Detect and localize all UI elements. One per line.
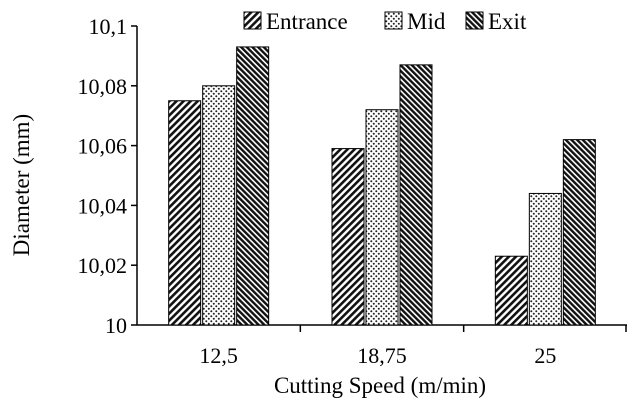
legend-swatch-exit [465, 11, 484, 30]
plot-area: 10 10,02 10,04 10,06 10,08 10,1 12,5 18,75 25 [78, 14, 627, 368]
y-tick-label: 10,02 [78, 253, 128, 278]
bar-entrance-0 [168, 100, 202, 326]
x-tick-label: 25 [534, 343, 556, 368]
x-axis-label: Cutting Speed (m/min) [274, 373, 486, 398]
legend-label-mid: Mid [407, 9, 446, 34]
bar-exit-0 [236, 46, 270, 326]
legend-swatch-mid [384, 11, 403, 30]
y-tick-label: 10,04 [78, 193, 128, 218]
bar-mid-1 [365, 109, 399, 326]
y-axis-label: Diameter (mm) [9, 114, 34, 256]
legend-label-entrance: Entrance [266, 9, 348, 34]
bar-entrance-2 [494, 255, 528, 326]
bar-mid-2 [528, 192, 562, 326]
bar-exit-1 [399, 64, 433, 326]
y-tick-label: 10 [105, 313, 127, 338]
y-tick-label: 10,1 [89, 14, 128, 39]
y-tick-label: 10,08 [78, 74, 128, 99]
legend-swatch-entrance [243, 11, 262, 30]
y-tick-label: 10,06 [78, 134, 128, 159]
bar-mid-0 [202, 85, 236, 326]
bar-exit-2 [562, 139, 596, 326]
x-tick-label: 18,75 [357, 343, 407, 368]
bar-entrance-1 [331, 148, 365, 326]
x-tick-label: 12,5 [199, 343, 238, 368]
legend: Entrance Mid Exit [243, 9, 527, 34]
legend-label-exit: Exit [488, 9, 527, 34]
